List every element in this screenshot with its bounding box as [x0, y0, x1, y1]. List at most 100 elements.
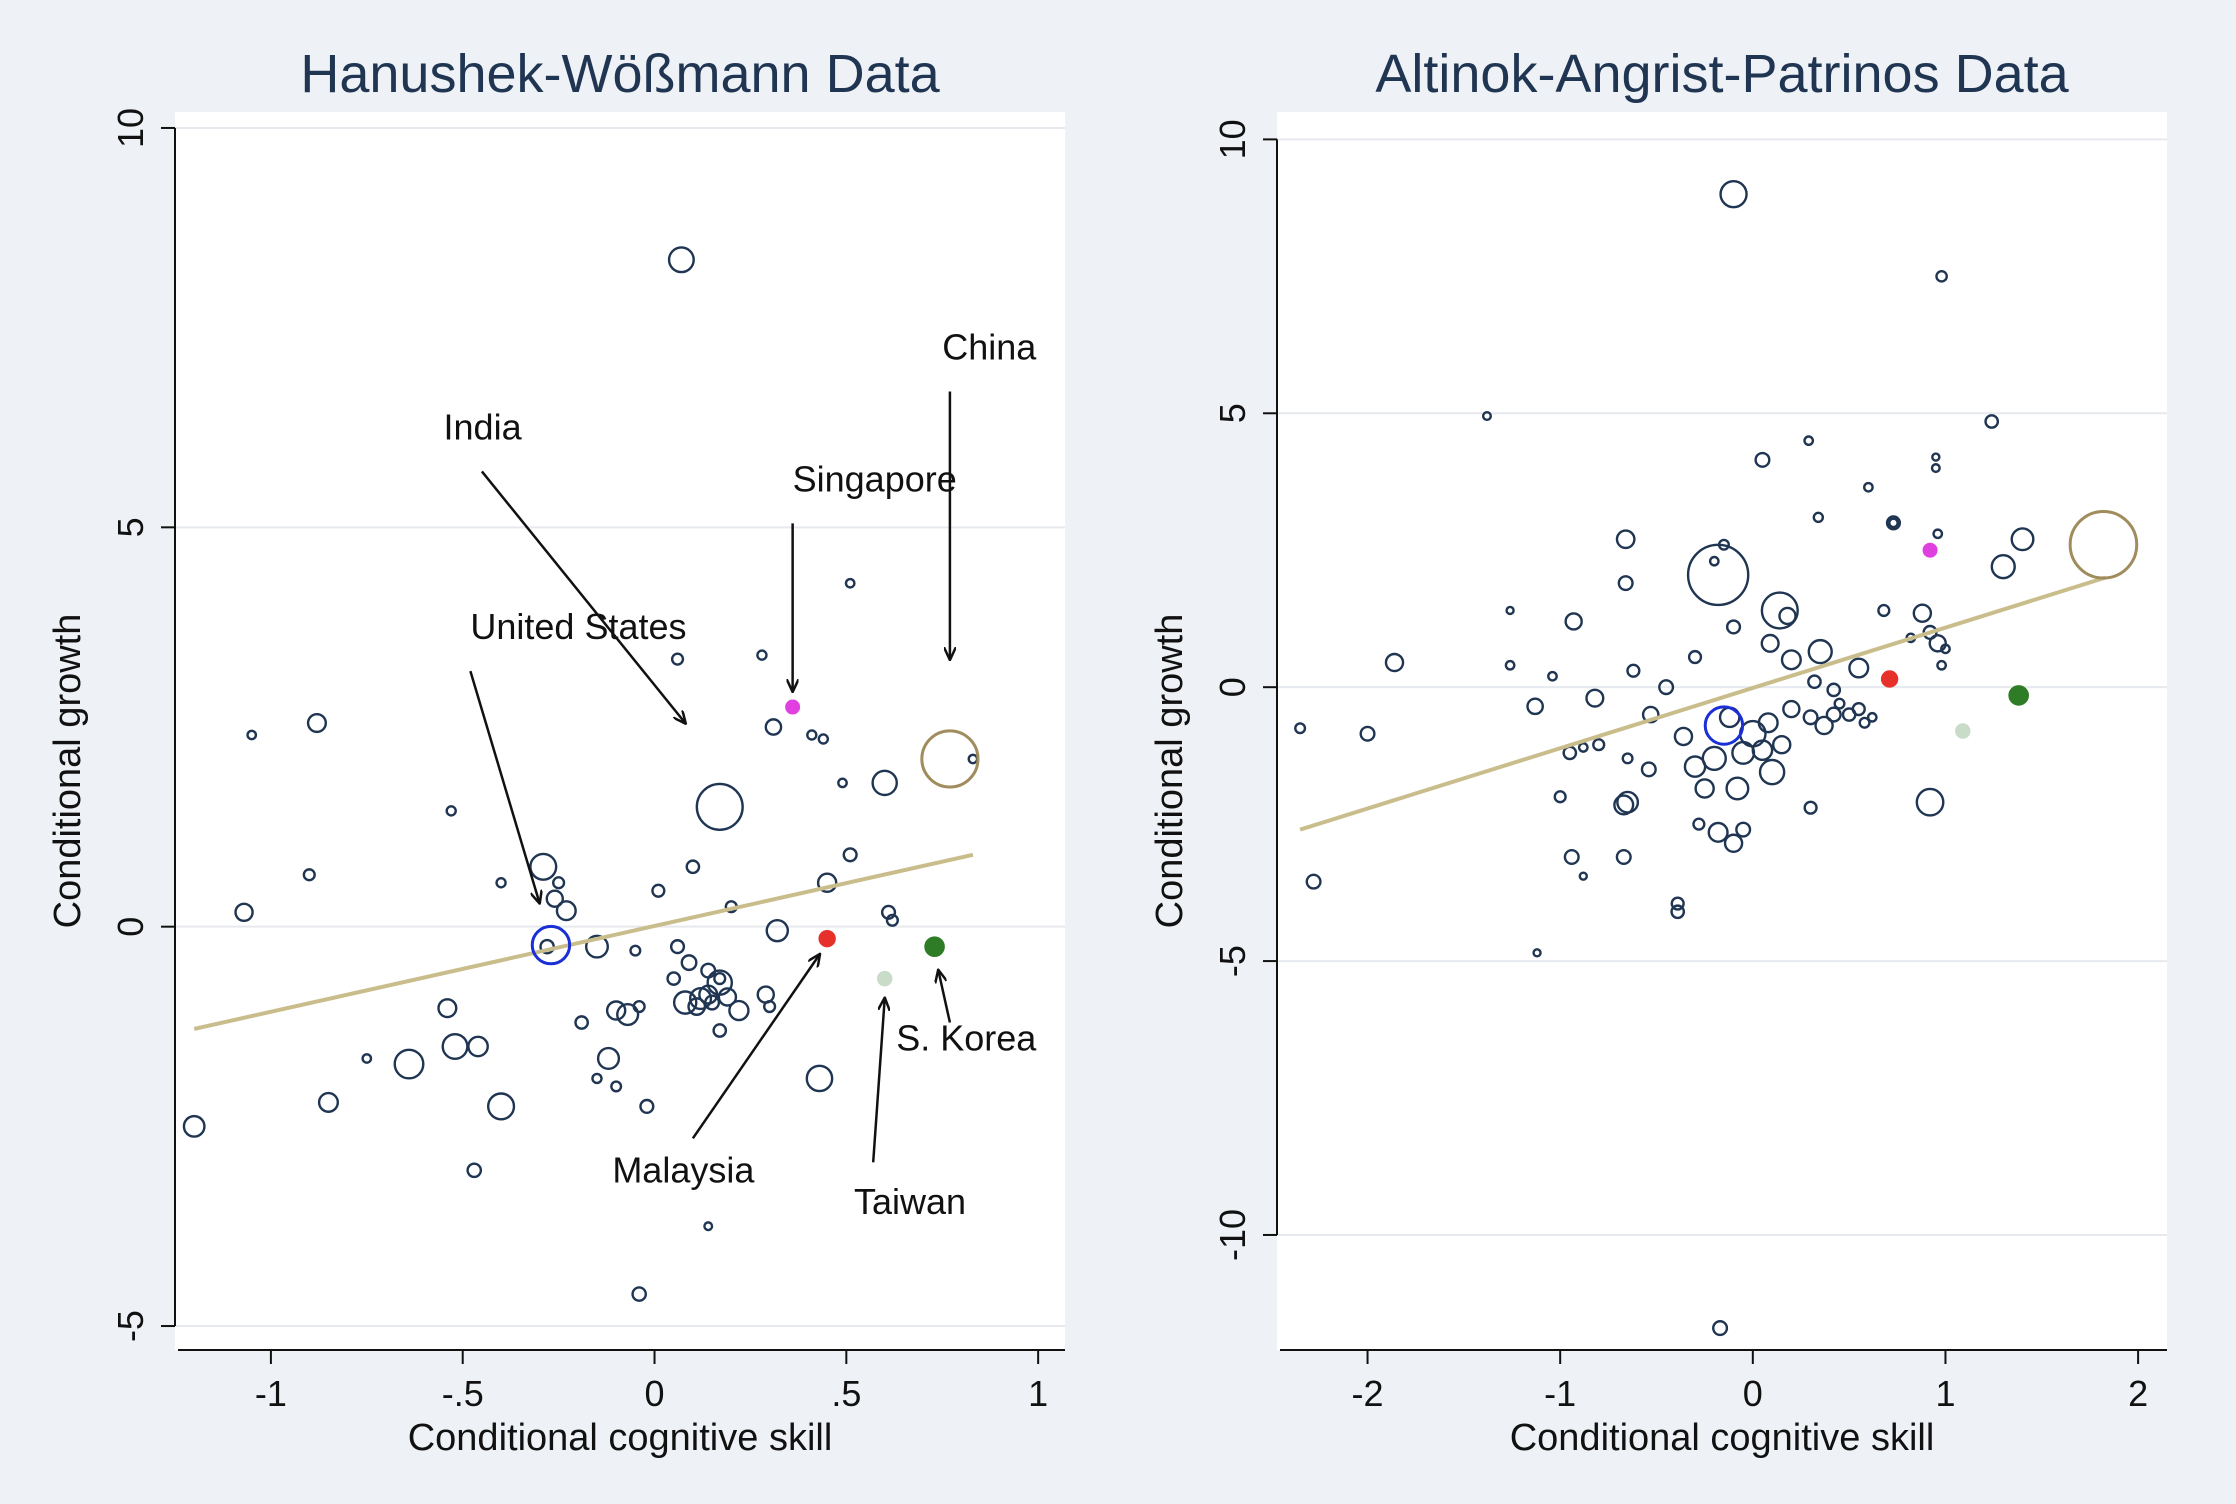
aap-data-point — [1359, 725, 1376, 742]
aap-fit-line — [1299, 575, 2106, 832]
hw-data-point — [667, 246, 695, 274]
aap-point-highlight — [1703, 705, 1745, 746]
aap-data-point — [1585, 688, 1605, 708]
hw-data-point — [605, 1000, 627, 1021]
aap-data-point — [1848, 657, 1870, 679]
aap-ytick-label: 10 — [1212, 119, 1253, 159]
hw-data-point — [486, 1092, 516, 1121]
aap-data-point — [1912, 603, 1933, 623]
aap-point-highlight — [2008, 685, 2029, 706]
hw-data-point — [445, 805, 457, 817]
hw-annotation-label: Taiwan — [854, 1181, 966, 1222]
hw-data-point — [842, 847, 858, 863]
aap-data-point — [1626, 663, 1641, 678]
aap-data-point — [1807, 674, 1822, 690]
aap-ytick-label: -10 — [1212, 1209, 1253, 1261]
aap-data-point — [1532, 948, 1542, 958]
aap-data-point — [1683, 755, 1707, 778]
hw-data-point — [765, 918, 790, 943]
hw-data-point — [555, 900, 577, 922]
aap-data-point — [1780, 649, 1802, 671]
aap-ytick-label: -5 — [1212, 945, 1253, 977]
aap-data-point — [1888, 517, 1899, 529]
hw-data-point — [763, 999, 777, 1014]
aap-data-point — [1564, 612, 1583, 631]
hw-point-singapore — [785, 699, 801, 715]
aap-data-point — [1592, 738, 1606, 752]
aap-data-point — [1717, 538, 1730, 551]
aap-data-point — [1760, 591, 1799, 630]
aap-data-point — [1641, 705, 1660, 724]
aap-xtick-label: 1 — [1935, 1373, 1955, 1414]
aap-point-highlight — [2068, 509, 2139, 580]
aap-data-point — [1673, 726, 1694, 747]
hw-data-point — [467, 1035, 489, 1058]
hw-point-malaysia — [818, 929, 836, 948]
aap-xtick-label: -1 — [1544, 1373, 1576, 1414]
hw-data-point — [885, 913, 899, 927]
aap-data-point — [1866, 711, 1878, 723]
hw-y-axis-title: Conditional growth — [47, 614, 89, 929]
hw-xtick-label: .5 — [831, 1373, 861, 1414]
hw-ytick-label: 10 — [110, 108, 151, 148]
hw-xtick-label: 0 — [645, 1373, 665, 1414]
aap-data-point — [1621, 752, 1634, 765]
hw-data-point — [246, 729, 258, 741]
aap-data-point — [1782, 699, 1801, 719]
hw-data-point — [666, 971, 682, 986]
aap-data-point — [1814, 715, 1834, 736]
hw-data-point — [234, 902, 254, 923]
hw-annotation-arrow — [480, 470, 685, 723]
hw-annotation-label: Malaysia — [612, 1149, 755, 1190]
hw-data-point — [591, 1072, 603, 1085]
hw-data-point — [680, 954, 698, 972]
hw-xtick-label: 1 — [1028, 1373, 1048, 1414]
aap-data-point — [1826, 682, 1842, 698]
hw-annotation-arrow — [691, 955, 820, 1140]
hw-data-point — [616, 1002, 640, 1027]
hw-chart-title: Hanushek-Wößmann Data — [300, 44, 940, 104]
hw-data-point — [728, 999, 750, 1022]
hw-x-axis-title: Conditional cognitive skill — [408, 1417, 833, 1459]
aap-plot-area — [1277, 112, 2167, 1350]
hw-point-taiwan — [876, 970, 893, 987]
hw-data-point — [712, 1023, 728, 1038]
hw-data-point — [756, 649, 768, 661]
aap-data-point — [1931, 452, 1941, 462]
aap-ytick-label: 0 — [1212, 677, 1253, 697]
hw-data-point — [632, 999, 646, 1014]
aap-x-axis-title: Conditional cognitive skill — [1510, 1417, 1935, 1459]
aap-data-point — [1692, 817, 1706, 831]
aap-data-point — [1658, 679, 1675, 696]
hw-annotation-label: India — [444, 406, 523, 447]
aap-data-point — [1935, 270, 1948, 283]
aap-data-point — [1825, 706, 1842, 723]
aap-data-point — [1735, 821, 1752, 838]
aap-data-point — [1670, 896, 1685, 911]
hw-data-point — [805, 1064, 834, 1093]
hw-data-point — [437, 998, 458, 1019]
hw-data-point — [703, 1221, 714, 1232]
hw-data-point — [639, 1098, 655, 1114]
aap-data-point — [1481, 411, 1492, 422]
hw-data-point — [651, 883, 666, 898]
aap-data-point — [1858, 716, 1871, 729]
aap-data-point — [1617, 575, 1634, 592]
aap-data-point — [1670, 904, 1686, 920]
aap-data-point — [1613, 794, 1635, 816]
hw-panel: -5 0 5 10 -1 -.5 0 .5 1 Conditional cognitive ski… — [47, 44, 1065, 1459]
hw-xtick-label: -.5 — [442, 1373, 484, 1414]
hw-data-point — [545, 889, 564, 908]
aap-data-point — [1615, 848, 1632, 866]
hw-fit-line — [193, 852, 974, 1031]
aap-data-point — [1885, 515, 1902, 531]
hw-annotation-arrow — [871, 999, 885, 1163]
aap-data-point — [1577, 742, 1589, 753]
hw-data-point — [700, 962, 717, 979]
hw-data-point — [610, 1080, 623, 1093]
hw-data-point — [302, 868, 316, 882]
aap-data-point — [1563, 848, 1580, 866]
